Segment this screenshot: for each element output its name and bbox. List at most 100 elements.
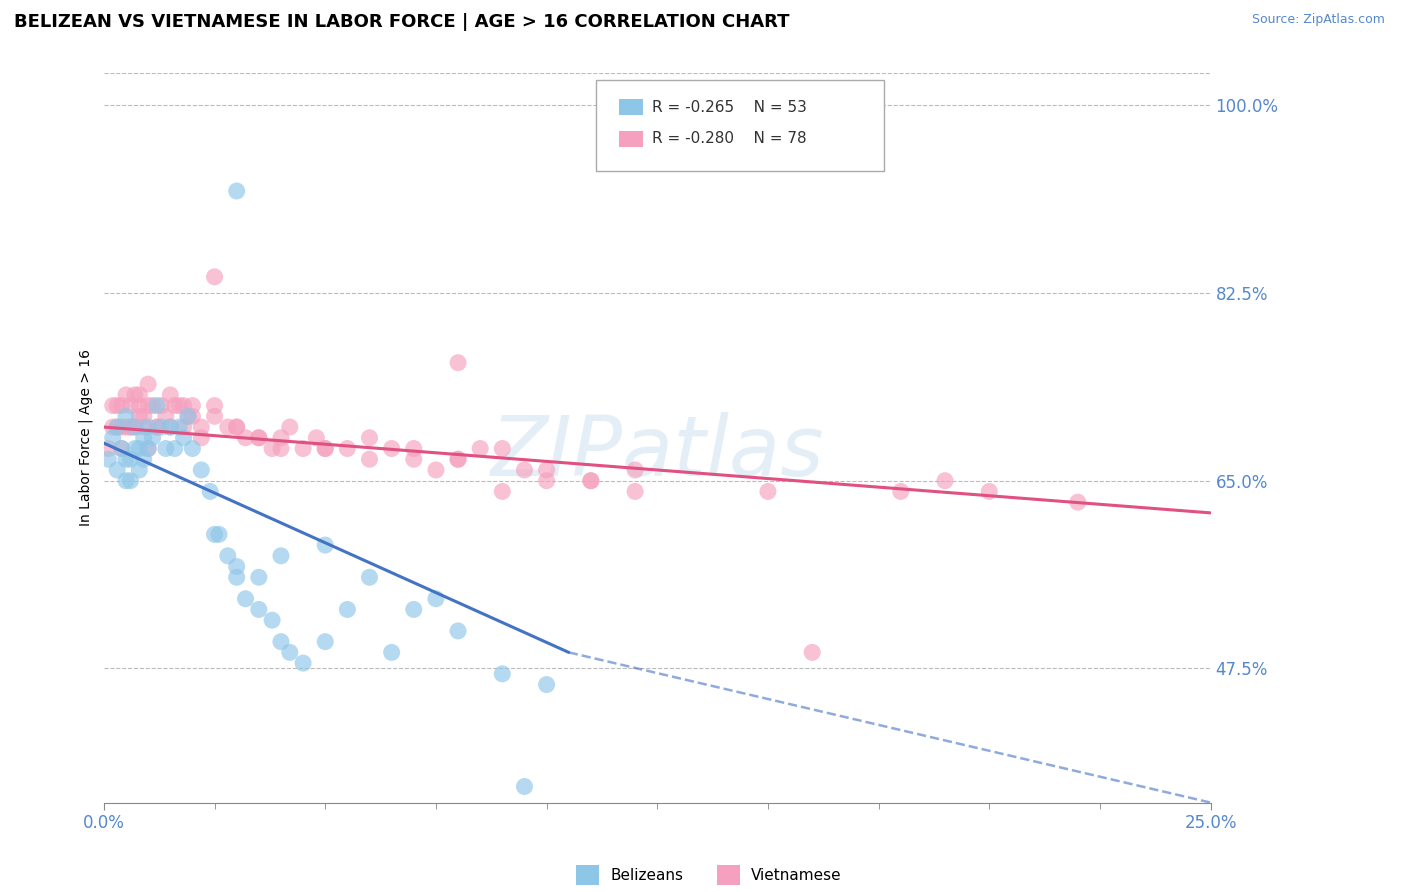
Point xyxy=(624,463,647,477)
Point xyxy=(97,452,120,467)
Point xyxy=(101,420,124,434)
Point xyxy=(159,420,181,434)
Point xyxy=(292,442,315,456)
Point xyxy=(136,399,159,413)
Point xyxy=(190,420,212,434)
Point xyxy=(146,420,169,434)
Point xyxy=(110,420,132,434)
Point xyxy=(124,388,146,402)
Point xyxy=(163,399,186,413)
Point xyxy=(155,409,177,424)
Point xyxy=(359,570,381,584)
Point xyxy=(225,184,247,198)
Point xyxy=(305,431,328,445)
Point xyxy=(314,442,336,456)
Point xyxy=(278,645,301,659)
Point xyxy=(579,474,602,488)
Point xyxy=(101,431,124,445)
Point xyxy=(97,442,120,456)
Point xyxy=(159,420,181,434)
Point xyxy=(314,538,336,552)
Point xyxy=(447,452,470,467)
Point xyxy=(190,463,212,477)
Point xyxy=(204,409,226,424)
Point xyxy=(124,420,146,434)
Point xyxy=(120,399,142,413)
Point xyxy=(136,420,159,434)
Point xyxy=(204,527,226,541)
Point xyxy=(163,442,186,456)
Point xyxy=(198,484,221,499)
Point xyxy=(359,431,381,445)
Point xyxy=(128,409,150,424)
Point xyxy=(217,420,239,434)
Point xyxy=(292,656,315,670)
Point xyxy=(128,463,150,477)
Point xyxy=(105,420,128,434)
Point xyxy=(447,624,470,638)
Text: R = -0.280    N = 78: R = -0.280 N = 78 xyxy=(652,131,807,146)
Point xyxy=(402,452,425,467)
Point xyxy=(225,559,247,574)
Point xyxy=(536,463,558,477)
Point xyxy=(491,666,513,681)
Point xyxy=(120,474,142,488)
Text: BELIZEAN VS VIETNAMESE IN LABOR FORCE | AGE > 16 CORRELATION CHART: BELIZEAN VS VIETNAMESE IN LABOR FORCE | … xyxy=(14,13,790,31)
Point xyxy=(247,570,270,584)
Point xyxy=(132,452,155,467)
FancyBboxPatch shape xyxy=(596,80,884,171)
Point xyxy=(142,431,165,445)
Point xyxy=(177,409,200,424)
Point xyxy=(270,442,292,456)
Point xyxy=(115,409,138,424)
Point xyxy=(120,452,142,467)
Point xyxy=(115,474,138,488)
Point xyxy=(314,634,336,648)
Point xyxy=(262,613,284,627)
Point xyxy=(173,399,195,413)
Point xyxy=(381,645,404,659)
Point xyxy=(225,420,247,434)
Point xyxy=(359,452,381,467)
Point xyxy=(146,399,169,413)
Point xyxy=(270,634,292,648)
Point xyxy=(110,399,132,413)
Point xyxy=(979,484,1001,499)
Y-axis label: In Labor Force | Age > 16: In Labor Force | Age > 16 xyxy=(79,350,93,526)
Point xyxy=(128,399,150,413)
Point xyxy=(208,527,231,541)
Point xyxy=(105,399,128,413)
Point xyxy=(115,388,138,402)
Point xyxy=(204,269,226,284)
Text: Vietnamese: Vietnamese xyxy=(751,868,841,882)
Point xyxy=(270,549,292,563)
Text: Source: ZipAtlas.com: Source: ZipAtlas.com xyxy=(1251,13,1385,27)
Point xyxy=(120,420,142,434)
Point xyxy=(314,442,336,456)
Point xyxy=(336,602,359,616)
Point xyxy=(624,484,647,499)
Point xyxy=(128,388,150,402)
Point xyxy=(155,442,177,456)
Point xyxy=(159,388,181,402)
Point xyxy=(146,420,169,434)
Point xyxy=(262,442,284,456)
Point xyxy=(247,602,270,616)
Point xyxy=(225,420,247,434)
Point xyxy=(270,431,292,445)
Point xyxy=(536,474,558,488)
Point xyxy=(115,420,138,434)
Point xyxy=(110,442,132,456)
Point xyxy=(150,399,173,413)
Point xyxy=(124,420,146,434)
Point xyxy=(110,442,132,456)
Point xyxy=(425,463,447,477)
Point xyxy=(128,442,150,456)
Text: R = -0.265    N = 53: R = -0.265 N = 53 xyxy=(652,100,807,115)
Point xyxy=(204,399,226,413)
Point xyxy=(513,463,536,477)
Point xyxy=(136,377,159,392)
Point xyxy=(132,420,155,434)
Point xyxy=(425,591,447,606)
Point xyxy=(181,409,204,424)
